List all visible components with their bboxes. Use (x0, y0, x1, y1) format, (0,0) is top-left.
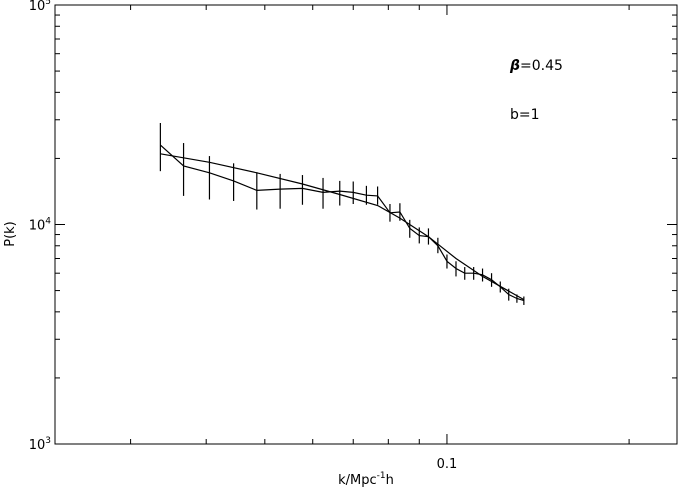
annotation-beta: β=0.45 (509, 58, 563, 74)
data-line (159, 144, 525, 302)
x-axis-label-base: k/Mpc (338, 473, 377, 488)
y-tick-label-base: 10 (29, 438, 46, 453)
y-tick-label-exponent: 4 (45, 217, 51, 227)
y-tick-label-base: 10 (29, 219, 46, 234)
y-tick-label: 104 (29, 217, 52, 234)
y-tick-label-exponent: 5 (45, 0, 51, 7)
beta-value: =0.45 (520, 58, 563, 74)
x-axis-label: k/Mpc-1h (338, 471, 394, 488)
annotation-bias: b=1 (510, 107, 540, 123)
x-axis-label-sup: -1 (377, 471, 386, 481)
y-tick-label: 103 (29, 436, 51, 453)
y-axis-label: P(k) (3, 221, 18, 247)
beta-symbol: β (509, 58, 520, 74)
x-tick-labels: 0.1 (437, 457, 458, 472)
x-tick-label: 0.1 (437, 457, 458, 472)
x-axis-label-tail: h (386, 473, 394, 488)
model-line (160, 153, 525, 301)
y-tick-label: 105 (29, 0, 51, 14)
plot-frame (54, 4, 678, 445)
y-tick-label-exponent: 3 (45, 436, 51, 446)
axis-ticks (55, 5, 677, 445)
series-layer (159, 123, 525, 305)
y-tick-label-base: 10 (29, 0, 46, 14)
